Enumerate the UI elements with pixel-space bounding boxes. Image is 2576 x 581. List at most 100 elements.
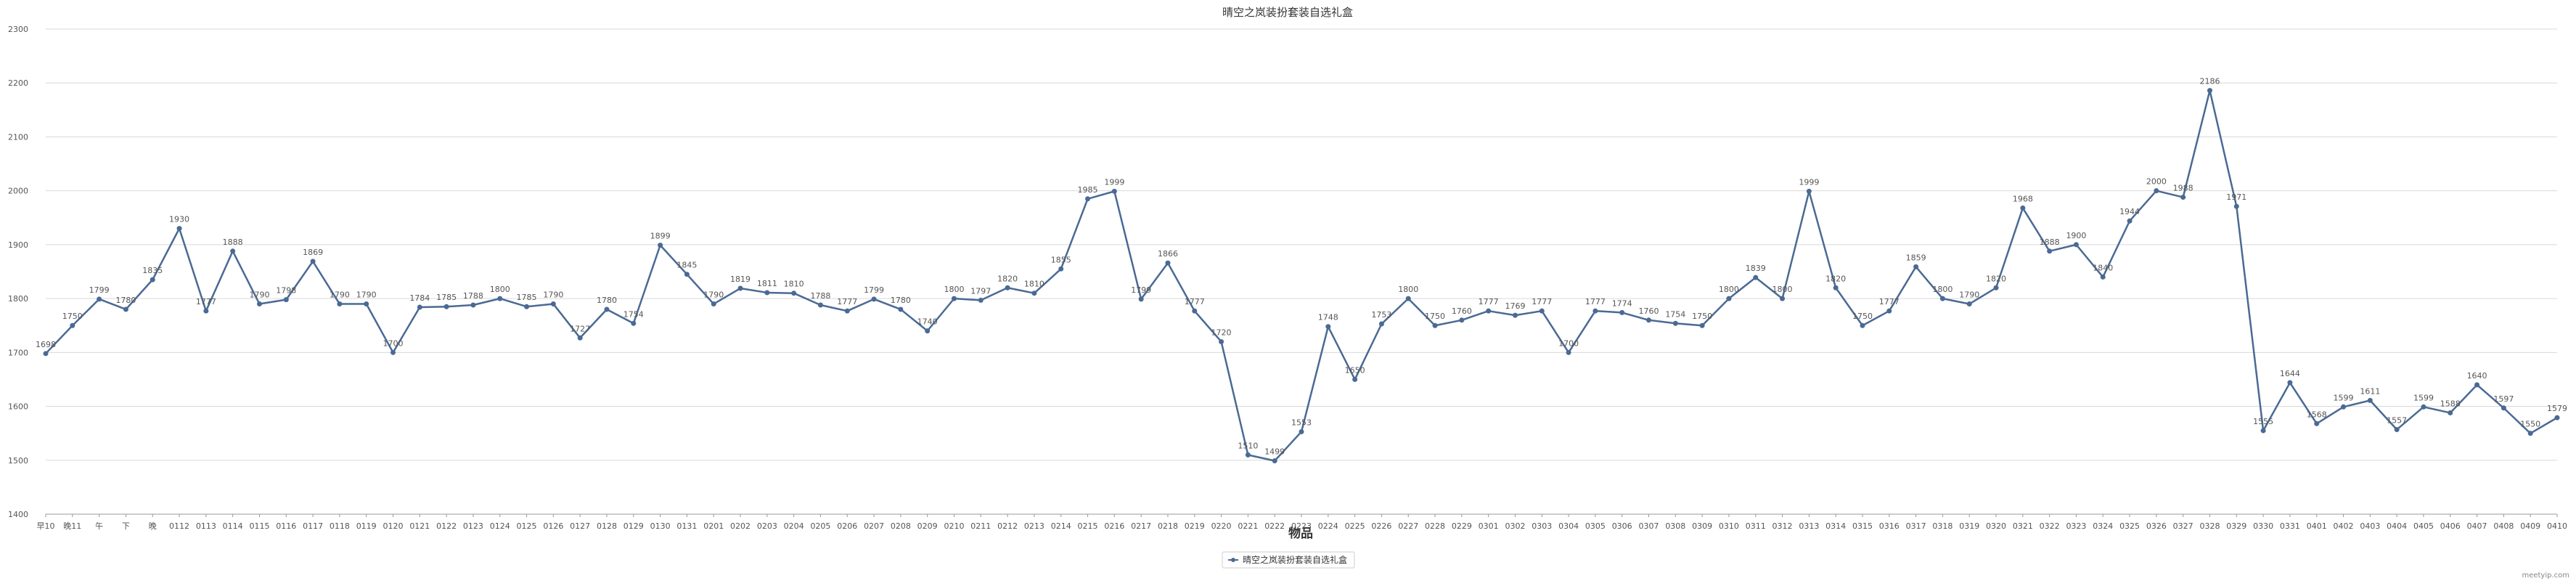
- data-point[interactable]: [604, 306, 610, 312]
- data-point[interactable]: [1005, 285, 1010, 290]
- data-point[interactable]: [1566, 349, 1571, 355]
- data-point[interactable]: [470, 302, 476, 308]
- data-point[interactable]: [1031, 290, 1037, 296]
- data-point[interactable]: [1378, 321, 1384, 327]
- data-point[interactable]: [2073, 242, 2079, 248]
- data-point[interactable]: [2314, 420, 2320, 426]
- data-point[interactable]: [898, 306, 904, 312]
- data-point[interactable]: [684, 272, 690, 277]
- data-label: 1820: [997, 274, 1018, 283]
- data-point[interactable]: [2367, 397, 2373, 403]
- data-point[interactable]: [2287, 380, 2293, 386]
- legend[interactable]: 晴空之岚装扮套装自选礼盒: [1222, 551, 1355, 569]
- data-point[interactable]: [1165, 260, 1171, 266]
- data-point[interactable]: [2127, 218, 2133, 224]
- data-point[interactable]: [2394, 426, 2400, 432]
- data-point[interactable]: [1539, 308, 1545, 314]
- data-point[interactable]: [951, 296, 957, 301]
- data-point[interactable]: [43, 351, 49, 357]
- data-point[interactable]: [1272, 458, 1277, 464]
- data-point[interactable]: [2154, 188, 2159, 194]
- data-point[interactable]: [871, 296, 877, 302]
- data-point[interactable]: [1111, 188, 1117, 194]
- data-point[interactable]: [2207, 88, 2212, 94]
- data-point[interactable]: [2260, 428, 2266, 434]
- data-point[interactable]: [1619, 309, 1625, 315]
- data-point[interactable]: [1833, 285, 1839, 290]
- data-point[interactable]: [203, 308, 209, 314]
- data-point[interactable]: [1886, 308, 1892, 314]
- data-points[interactable]: [43, 88, 2560, 464]
- data-point[interactable]: [1780, 296, 1786, 301]
- data-point[interactable]: [1192, 308, 1198, 314]
- data-point[interactable]: [1806, 188, 1812, 194]
- data-point[interactable]: [1726, 296, 1732, 301]
- data-point[interactable]: [337, 301, 343, 307]
- data-point[interactable]: [978, 297, 984, 303]
- data-point[interactable]: [443, 304, 449, 309]
- data-point[interactable]: [1085, 196, 1091, 202]
- data-point[interactable]: [711, 301, 716, 307]
- data-point[interactable]: [497, 296, 503, 301]
- data-point[interactable]: [1219, 338, 1224, 344]
- data-point[interactable]: [2341, 404, 2347, 410]
- data-point[interactable]: [577, 335, 583, 341]
- data-point[interactable]: [176, 226, 182, 232]
- data-point[interactable]: [2527, 431, 2533, 436]
- data-point[interactable]: [1459, 317, 1465, 323]
- data-point[interactable]: [2448, 410, 2453, 415]
- data-point[interactable]: [1699, 322, 1705, 328]
- data-point[interactable]: [925, 328, 931, 334]
- data-point[interactable]: [764, 290, 770, 296]
- data-point[interactable]: [1592, 308, 1598, 314]
- data-point[interactable]: [97, 296, 102, 302]
- data-point[interactable]: [1646, 317, 1652, 323]
- data-point[interactable]: [1860, 322, 1865, 328]
- data-point[interactable]: [2501, 405, 2506, 411]
- data-point[interactable]: [364, 301, 369, 307]
- data-point[interactable]: [1325, 324, 1331, 330]
- data-point[interactable]: [2180, 195, 2186, 200]
- data-point[interactable]: [1486, 308, 1492, 314]
- data-point[interactable]: [70, 322, 75, 328]
- data-point[interactable]: [844, 308, 850, 314]
- data-point[interactable]: [2047, 248, 2053, 254]
- data-point[interactable]: [2100, 274, 2106, 280]
- x-tick-label: 0220: [1211, 521, 1232, 531]
- data-point[interactable]: [123, 306, 128, 312]
- data-point[interactable]: [1058, 266, 1064, 272]
- data-point[interactable]: [1299, 428, 1304, 434]
- data-point[interactable]: [1432, 322, 1438, 328]
- data-point[interactable]: [631, 320, 637, 326]
- data-point[interactable]: [310, 259, 316, 264]
- data-point[interactable]: [1913, 264, 1919, 269]
- data-point[interactable]: [524, 304, 530, 309]
- data-point[interactable]: [2554, 415, 2560, 420]
- data-point[interactable]: [417, 304, 422, 310]
- data-point[interactable]: [230, 248, 236, 254]
- data-point[interactable]: [737, 285, 743, 291]
- data-point[interactable]: [817, 302, 823, 308]
- data-point[interactable]: [658, 243, 663, 248]
- data-point[interactable]: [2474, 382, 2480, 388]
- data-point[interactable]: [1753, 275, 1759, 280]
- data-point[interactable]: [2020, 205, 2026, 211]
- data-point[interactable]: [1966, 301, 1972, 307]
- data-point[interactable]: [391, 349, 396, 355]
- data-point[interactable]: [1512, 312, 1518, 318]
- data-point[interactable]: [2233, 203, 2239, 209]
- data-point[interactable]: [283, 297, 289, 303]
- data-point[interactable]: [1672, 320, 1678, 326]
- data-point[interactable]: [2421, 404, 2426, 410]
- data-point[interactable]: [791, 290, 797, 296]
- data-point[interactable]: [1245, 452, 1251, 458]
- data-point[interactable]: [150, 277, 155, 283]
- data-point[interactable]: [550, 301, 556, 307]
- data-point[interactable]: [1138, 296, 1144, 302]
- data-point[interactable]: [1993, 285, 1999, 290]
- data-point[interactable]: [1939, 296, 1945, 301]
- data-point[interactable]: [256, 301, 262, 307]
- x-tick-label: 0125: [517, 521, 537, 531]
- data-point[interactable]: [1405, 296, 1411, 301]
- data-point[interactable]: [1352, 376, 1358, 382]
